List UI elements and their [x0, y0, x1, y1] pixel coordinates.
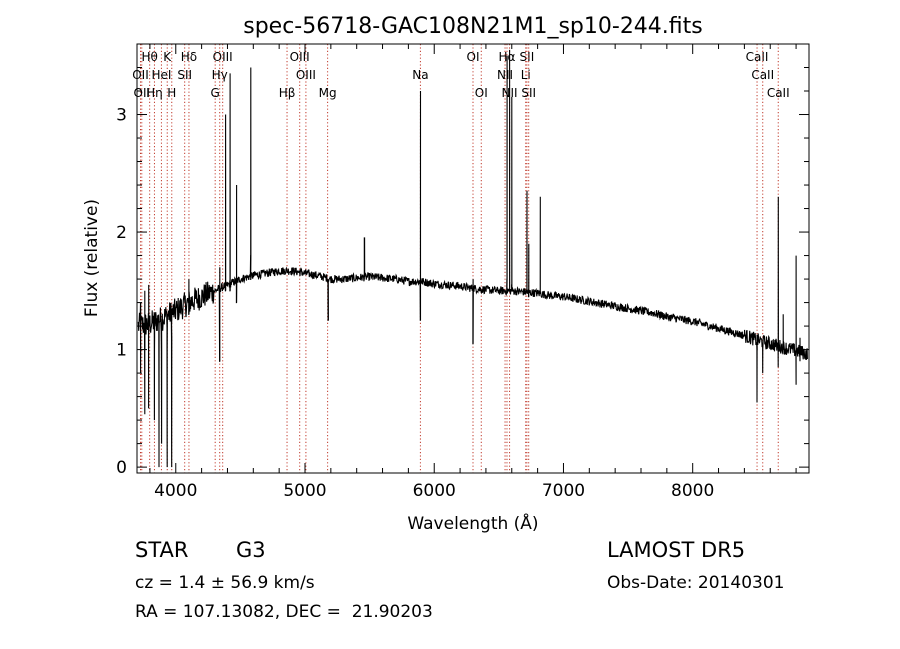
chart-title: spec-56718-GAC108N21M1_sp10-244.fits	[243, 14, 703, 39]
line-marker-label-5: OI	[467, 50, 480, 64]
line-marker-label-13: OIII	[296, 68, 316, 82]
y-axis-label: Flux (relative)	[82, 199, 102, 317]
line-marker-label-12: Hγ	[212, 68, 228, 82]
line-marker-label-24: OI	[475, 86, 488, 100]
line-marker-label-23: Mg	[319, 86, 337, 100]
redshift-text: cz = 1.4 ± 56.9 km/s	[135, 573, 315, 593]
line-marker-label-10: HeI	[151, 68, 171, 82]
line-marker-label-7: SII	[520, 50, 535, 64]
line-marker-label-27: CaII	[767, 86, 790, 100]
line-marker-label-3: OIII	[213, 50, 233, 64]
spectrum-line	[137, 49, 808, 468]
x-tick-label-0: 4000	[154, 481, 197, 501]
line-marker-label-20: H	[167, 86, 176, 100]
x-tick-label-1: 5000	[283, 481, 326, 501]
line-marker-label-0: Hθ	[141, 50, 157, 64]
line-marker-label-4: OIII	[290, 50, 310, 64]
line-marker-label-1: K	[163, 50, 172, 64]
object-subclass: G3	[236, 538, 266, 562]
line-marker-label-15: NII	[497, 68, 513, 82]
spectrum-group	[137, 49, 808, 468]
x-tick-label-2: 6000	[413, 481, 456, 501]
plot-frame	[136, 43, 810, 474]
line-marker-label-8: CaII	[746, 50, 769, 64]
line-marker-label-17: CaII	[751, 68, 774, 82]
line-marker-label-11: SII	[177, 68, 192, 82]
survey-name: LAMOST DR5	[607, 538, 746, 562]
y-tick-label-3: 3	[116, 106, 127, 126]
line-marker-label-22: Hβ	[279, 86, 296, 100]
object-class: STAR	[135, 538, 189, 562]
x-axis-label: Wavelength (Å)	[407, 512, 538, 534]
line-marker-label-18: OII	[134, 86, 151, 100]
y-tick-label-2: 2	[116, 223, 127, 243]
obs-date: Obs-Date: 20140301	[607, 573, 785, 593]
coordinates-text: RA = 107.13082, DEC = 21.90203	[135, 602, 433, 622]
line-marker-label-9: OII	[132, 68, 149, 82]
x-tick-label-3: 7000	[542, 481, 585, 501]
x-tick-label-4: 8000	[671, 481, 714, 501]
line-marker-label-2: Hδ	[181, 50, 197, 64]
axes: 4000 5000 6000 7000 8000 0 1 2 3	[116, 44, 809, 501]
y-tick-label-1: 1	[116, 341, 127, 361]
y-tick-label-0: 0	[116, 458, 127, 478]
line-marker-label-16: Li	[521, 68, 531, 82]
line-marker-label-26: SII	[521, 86, 536, 100]
line-marker-label-14: Na	[412, 68, 428, 82]
line-marker-label-21: G	[211, 86, 220, 100]
line-marker-label-19: Hη	[146, 86, 163, 100]
